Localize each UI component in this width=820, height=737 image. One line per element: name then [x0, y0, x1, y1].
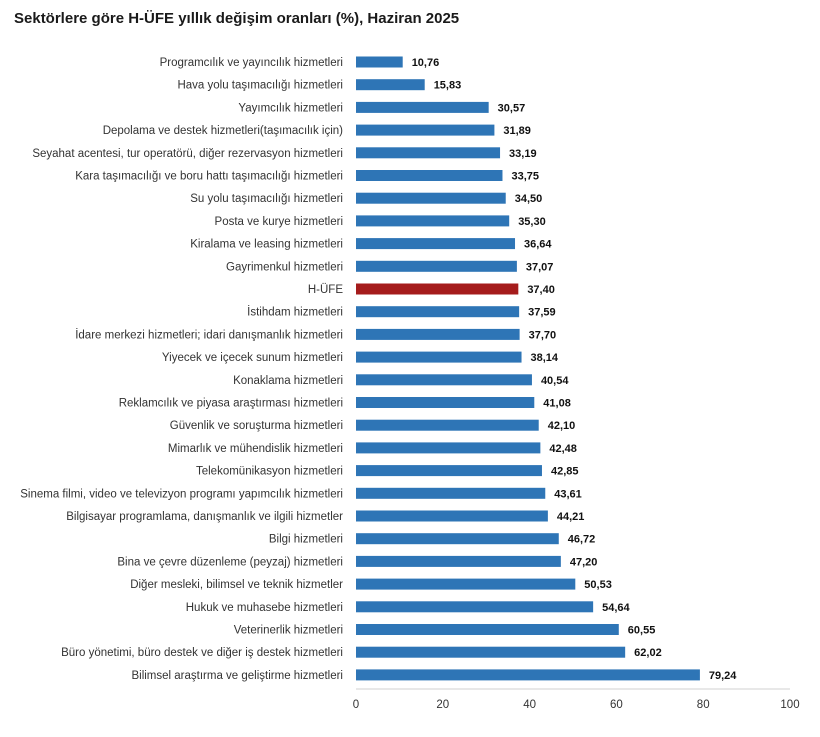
- bar: [356, 669, 700, 681]
- bar: [356, 306, 520, 318]
- bar: [356, 56, 403, 68]
- x-tick-label: 80: [697, 699, 710, 711]
- category-label: Posta ve kurye hizmetleri: [215, 216, 343, 228]
- category-label: İdare merkezi hizmetleri; idari danışman…: [75, 328, 343, 341]
- x-tick-label: 0: [353, 699, 359, 711]
- bar: [356, 328, 520, 340]
- category-label: Mimarlık ve mühendislik hizmetleri: [168, 443, 343, 455]
- value-label: 41,08: [543, 398, 571, 410]
- bar: [356, 260, 517, 272]
- value-label: 33,75: [511, 171, 539, 183]
- category-label: Veterinerlik hizmetleri: [234, 625, 343, 637]
- bar-highlight: [356, 283, 519, 295]
- value-label: 62,02: [634, 647, 662, 659]
- value-label: 60,55: [628, 625, 656, 637]
- value-label: 37,59: [528, 307, 556, 319]
- bar: [356, 442, 541, 454]
- bar: [356, 192, 506, 204]
- value-label: 38,14: [531, 352, 559, 364]
- bar: [356, 510, 548, 522]
- category-label: Gayrimenkul hizmetleri: [226, 261, 343, 273]
- bar: [356, 238, 516, 250]
- x-tick-label: 40: [523, 699, 536, 711]
- category-label: Yiyecek ve içecek sunum hizmetleri: [162, 352, 343, 364]
- value-label: 37,70: [529, 329, 557, 341]
- category-label: Hava yolu taşımacılığı hizmetleri: [177, 80, 343, 92]
- category-label: Su yolu taşımacılığı hizmetleri: [190, 193, 343, 205]
- bar: [356, 351, 522, 363]
- category-label: Konaklama hizmetleri: [233, 375, 343, 387]
- category-label: Büro yönetimi, büro destek ve diğer iş d…: [61, 647, 343, 659]
- category-label: Reklamcılık ve piyasa araştırması hizmet…: [119, 398, 343, 410]
- bar: [356, 646, 626, 658]
- value-label: 15,83: [434, 80, 462, 92]
- value-label: 44,21: [557, 511, 585, 523]
- value-label: 47,20: [570, 556, 598, 568]
- category-label: Kara taşımacılığı ve boru hattı taşımacı…: [75, 171, 343, 183]
- value-label: 30,57: [498, 102, 526, 114]
- category-label: Seyahat acentesi, tur operatörü, diğer r…: [32, 148, 343, 160]
- value-label: 42,85: [551, 466, 579, 478]
- bar: [356, 533, 559, 545]
- bar: [356, 465, 542, 477]
- bar: [356, 419, 539, 431]
- value-label: 37,40: [527, 284, 555, 296]
- bar: [356, 215, 510, 227]
- category-label: Depolama ve destek hizmetleri(taşımacılı…: [103, 125, 343, 137]
- category-label: Bilgisayar programlama, danışmanlık ve i…: [66, 511, 343, 523]
- value-label: 10,76: [412, 57, 440, 69]
- bar: [356, 124, 495, 136]
- value-label: 31,89: [503, 125, 531, 137]
- value-label: 33,19: [509, 148, 537, 160]
- category-label: Hukuk ve muhasebe hizmetleri: [186, 602, 343, 614]
- x-tick-label: 20: [436, 699, 449, 711]
- bar: [356, 374, 532, 386]
- value-label: 36,64: [524, 239, 552, 251]
- value-label: 50,53: [584, 579, 612, 591]
- bar: [356, 601, 594, 613]
- value-label: 42,48: [549, 443, 577, 455]
- category-label: Telekomünikasyon hizmetleri: [196, 466, 343, 478]
- value-label: 34,50: [515, 193, 543, 205]
- category-label: Bilimsel araştırma ve geliştirme hizmetl…: [131, 670, 343, 682]
- value-label: 35,30: [518, 216, 546, 228]
- category-label: Diğer mesleki, bilimsel ve teknik hizmet…: [130, 579, 343, 591]
- category-label: Sinema filmi, video ve televizyon progra…: [20, 488, 343, 500]
- bar: [356, 397, 535, 408]
- value-label: 54,64: [602, 602, 630, 614]
- category-label: Kiralama ve leasing hizmetleri: [190, 239, 343, 251]
- x-tick-label: 60: [610, 699, 623, 711]
- x-tick-label: 100: [780, 699, 799, 711]
- value-label: 40,54: [541, 375, 569, 387]
- value-label: 37,07: [526, 261, 554, 273]
- bar: [356, 170, 503, 181]
- category-label: Güvenlik ve soruşturma hizmetleri: [170, 420, 343, 432]
- chart-title: Sektörlere göre H-ÜFE yıllık değişim ora…: [14, 10, 460, 27]
- category-label: H-ÜFE: [308, 284, 343, 296]
- bar: [356, 555, 561, 567]
- value-label: 43,61: [554, 488, 582, 500]
- category-label: Programcılık ve yayıncılık hizmetleri: [160, 57, 343, 69]
- bar: [356, 79, 425, 91]
- bar: [356, 487, 546, 499]
- value-label: 79,24: [709, 670, 737, 682]
- category-label: Bilgi hizmetleri: [269, 534, 343, 546]
- bar: [356, 101, 489, 113]
- category-label: Yayımcılık hizmetleri: [238, 102, 343, 114]
- bar: [356, 624, 619, 635]
- bar: [356, 578, 576, 590]
- value-label: 46,72: [568, 534, 596, 546]
- bar: [356, 147, 501, 159]
- category-label: Bina ve çevre düzenleme (peyzaj) hizmetl…: [117, 556, 343, 568]
- category-label: İstihdam hizmetleri: [247, 306, 343, 319]
- value-label: 42,10: [548, 420, 576, 432]
